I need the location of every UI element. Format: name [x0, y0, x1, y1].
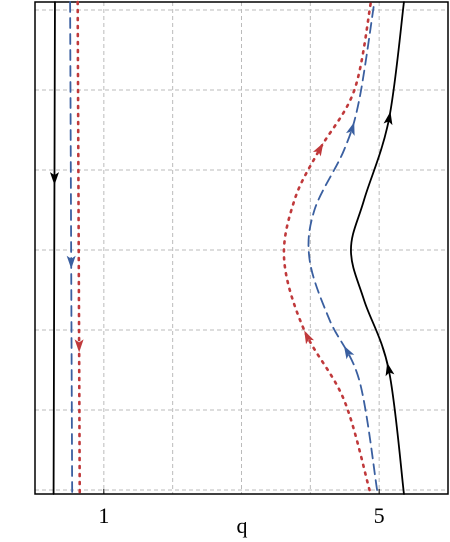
arrowhead: [304, 330, 315, 345]
arrowhead: [49, 172, 59, 186]
arrowhead: [74, 339, 84, 353]
trajectory: [52, 1, 56, 495]
x-tick-label: 5: [374, 503, 385, 528]
trajectory: [307, 1, 379, 491]
arrowhead: [383, 111, 393, 126]
trajectory: [282, 0, 373, 492]
trajectory: [76, 0, 82, 496]
arrowhead: [346, 122, 355, 136]
x-axis-label: q: [237, 513, 248, 538]
plot-frame: [34, 1, 449, 495]
x-tick-label: 1: [98, 503, 109, 528]
arrowhead: [343, 345, 355, 360]
arrowhead: [66, 255, 76, 269]
arrowhead: [385, 362, 395, 377]
trajectory: [69, 1, 74, 495]
arrowhead: [312, 142, 324, 157]
